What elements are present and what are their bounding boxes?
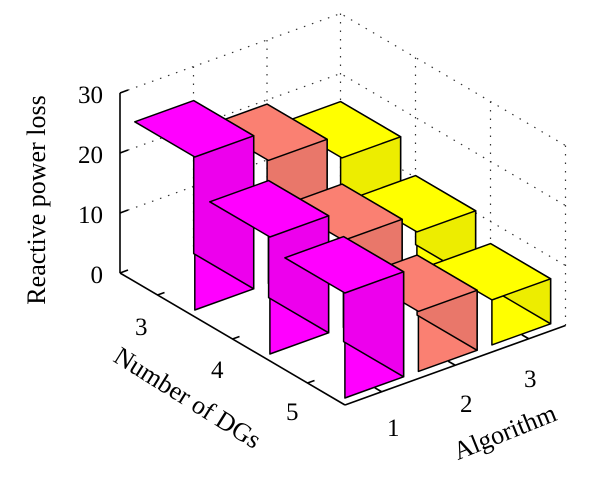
- bar-top-face: [284, 235, 405, 294]
- bar-algorithm-1-dg-3: [134, 99, 255, 311]
- bar-algorithm-1-dg-5: [284, 235, 405, 399]
- bars: [134, 99, 552, 399]
- x-tick: [447, 360, 456, 366]
- x-tick-label: 3: [524, 366, 537, 393]
- y-tick-labels: 3 4 5: [135, 314, 299, 426]
- z-tick-labels: 0 10 20 30: [78, 82, 103, 289]
- y-tick-label: 5: [286, 399, 299, 426]
- z-tick: [119, 269, 129, 274]
- z-tick-label: 0: [91, 262, 104, 289]
- x-tick-label: 2: [460, 391, 473, 418]
- z-tick: [119, 209, 129, 214]
- z-axis-label: Reactive power loss: [22, 95, 51, 304]
- z-tick: [119, 89, 129, 94]
- y-tick-label: 4: [211, 357, 224, 384]
- x-tick-labels: 1 2 3: [387, 366, 537, 442]
- x-tick: [521, 334, 530, 340]
- y-tick: [157, 291, 165, 296]
- bar-algorithm-3-dg-5: [431, 242, 552, 346]
- z-tick-label: 20: [78, 142, 103, 169]
- bar-top-face: [134, 99, 255, 158]
- y-tick: [232, 335, 240, 340]
- y-tick: [307, 379, 315, 384]
- y-tick-label: 3: [135, 314, 148, 341]
- x-tick: [374, 387, 383, 393]
- grid-lines: [119, 12, 567, 326]
- bar-top-face: [209, 179, 330, 238]
- z-tick-label: 10: [78, 202, 103, 229]
- axes: [119, 89, 566, 406]
- x-tick-label: 1: [387, 415, 400, 442]
- z-tick: [119, 149, 129, 154]
- z-tick-label: 30: [78, 82, 103, 109]
- y-axis-label: Number of DGs: [109, 341, 266, 454]
